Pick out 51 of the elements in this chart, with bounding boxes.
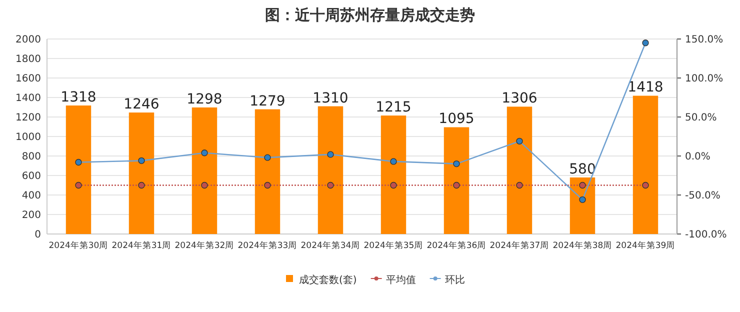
bar <box>128 112 154 234</box>
bar <box>506 106 532 234</box>
x-tick-label: 2024年第33周 <box>238 240 298 251</box>
y-tick-label: 1400 <box>16 93 41 104</box>
y-tick-label: 1600 <box>16 74 41 84</box>
y2-tick-label: 0.0% <box>685 152 710 162</box>
data-label: 1215 <box>376 100 412 116</box>
data-label: 1310 <box>312 90 348 106</box>
bar <box>66 105 92 234</box>
legend-label: 环比 <box>444 274 465 286</box>
x-tick-label: 2024年第38周 <box>552 240 612 251</box>
y-tick-label: 400 <box>22 190 41 202</box>
y-tick-label: 2000 <box>16 34 41 46</box>
bar <box>570 177 596 234</box>
y2-tick-label: -50.0% <box>685 190 720 202</box>
data-label: 1246 <box>124 96 160 113</box>
y-tick-label: 200 <box>22 210 41 221</box>
data-label: 1306 <box>502 90 538 107</box>
bar <box>444 127 470 234</box>
y-tick-label: 0 <box>34 230 41 240</box>
x-tick-label: 2024年第32周 <box>174 240 234 251</box>
data-label: 1279 <box>250 93 286 110</box>
legend-label: 平均值 <box>386 274 416 286</box>
y2-tick-label: 150.0% <box>685 34 724 46</box>
y-tick-label: 1200 <box>16 112 41 124</box>
x-tick-label: 2024年第30周 <box>48 240 108 251</box>
y-tick-label: 600 <box>22 171 41 182</box>
data-label: 1095 <box>438 111 474 128</box>
bar <box>632 96 658 234</box>
x-tick-label: 2024年第36周 <box>426 240 486 251</box>
bar <box>318 106 344 234</box>
y-tick-label: 1800 <box>16 54 41 65</box>
x-tick-label: 2024年第37周 <box>490 240 550 251</box>
bar <box>254 109 280 234</box>
y2-tick-label: -100.0% <box>685 230 727 240</box>
x-tick-label: 2024年第31周 <box>112 240 172 251</box>
bar <box>380 116 406 234</box>
x-tick-label: 2024年第39周 <box>616 240 676 251</box>
legend-label: 成交套数(套) <box>299 274 357 286</box>
data-label: 1418 <box>628 80 664 96</box>
data-label: 1298 <box>186 91 222 108</box>
data-label: 1318 <box>60 89 96 106</box>
chart-title: 图：近十周苏州存量房成交走势 <box>265 6 475 24</box>
data-label: 580 <box>569 161 596 178</box>
y2-tick-label: 100.0% <box>685 74 724 84</box>
x-tick-label: 2024年第34周 <box>300 240 360 251</box>
bar <box>192 107 218 234</box>
y2-tick-label: 50.0% <box>685 112 717 124</box>
y-tick-label: 1000 <box>16 132 41 143</box>
y-tick-label: 800 <box>22 152 41 162</box>
x-tick-label: 2024年第35周 <box>364 240 424 251</box>
